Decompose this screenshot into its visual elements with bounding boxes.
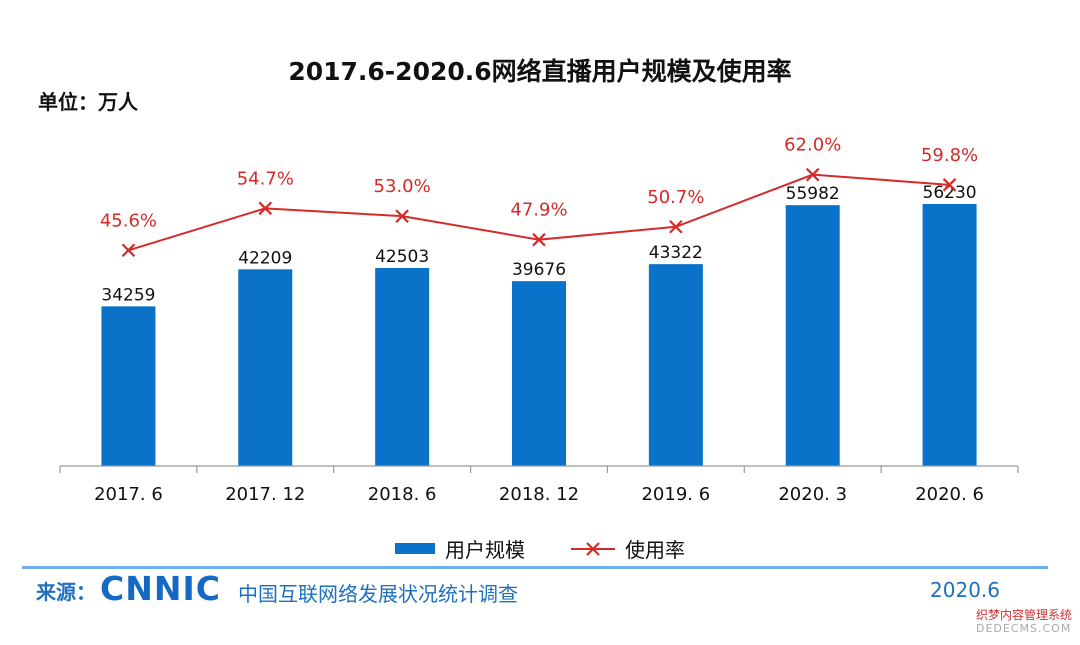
watermark-line2: DEDECMS.COM: [975, 622, 1072, 635]
bar: [922, 204, 977, 466]
line-point-x: [395, 209, 409, 223]
x-tick-label: 2018. 12: [499, 484, 579, 505]
line-point: [805, 167, 820, 182]
legend-swatch-bar: [395, 543, 435, 554]
bar: [375, 267, 430, 466]
bar-value-label: 42503: [375, 247, 429, 267]
line-value-label: 59.8%: [921, 145, 978, 166]
line-value-label: 50.7%: [647, 187, 704, 208]
legend-swatch-line: [571, 541, 615, 556]
line-point: [669, 219, 683, 234]
line-point-x: [669, 219, 683, 234]
bar-value-label: 42209: [238, 248, 292, 268]
line-point: [532, 232, 546, 247]
x-tick-label: 2020. 6: [915, 484, 984, 505]
x-tick-label: 2018. 6: [368, 484, 437, 505]
bar-value-label: 39676: [512, 260, 566, 280]
line-value-label: 47.9%: [510, 200, 567, 221]
line-point: [258, 201, 273, 216]
source-label: 来源：: [36, 580, 96, 604]
bar: [101, 306, 156, 466]
line-value-label: 45.6%: [100, 210, 157, 231]
watermark-line1: 织梦内容管理系统: [975, 608, 1072, 622]
bar-value-label: 43322: [649, 243, 703, 263]
line-value-label: 53.0%: [374, 176, 431, 197]
line-point-x: [258, 201, 273, 216]
chart-title: 2017.6-2020.6网络直播用户规模及使用率: [288, 57, 792, 86]
x-tick-label: 2017. 6: [94, 484, 163, 505]
line-point-x: [805, 167, 820, 182]
bar: [648, 264, 703, 466]
bar: [238, 269, 293, 466]
bar-value-label: 56230: [923, 183, 977, 203]
line-value-label: 62.0%: [784, 135, 841, 156]
footer-divider: [22, 566, 1048, 569]
bar: [512, 281, 566, 466]
line-value-label: 54.7%: [237, 168, 294, 189]
legend-item-line: 使用率: [571, 534, 685, 563]
line-point: [121, 243, 136, 258]
line-point: [942, 178, 957, 192]
x-tick-label: 2019. 6: [641, 484, 710, 505]
line-point-x: [942, 178, 957, 192]
report-date: 2020.6: [930, 578, 1000, 602]
x-tick-label: 2020. 3: [778, 484, 847, 505]
watermark-stamp: 织梦内容管理系统 DEDECMS.COM: [976, 608, 1072, 636]
unit-label: 单位：万人: [38, 90, 138, 114]
bar-value-label: 55982: [786, 184, 840, 204]
bar-value-label: 34259: [101, 285, 155, 305]
cnnic-logo: CNNIC: [100, 569, 221, 608]
legend-label-line: 使用率: [625, 538, 685, 562]
legend-item-bars: 用户规模: [395, 534, 525, 563]
source-text: 中国互联网络发展状况统计调查: [238, 582, 518, 606]
line-point-x: [532, 232, 546, 247]
legend-label-bars: 用户规模: [445, 538, 525, 562]
bar: [785, 205, 840, 467]
line-point-x: [121, 243, 136, 258]
chart-legend: 用户规模 使用率: [0, 534, 1080, 563]
line-point: [395, 209, 409, 223]
x-tick-label: 2017. 12: [225, 484, 305, 505]
